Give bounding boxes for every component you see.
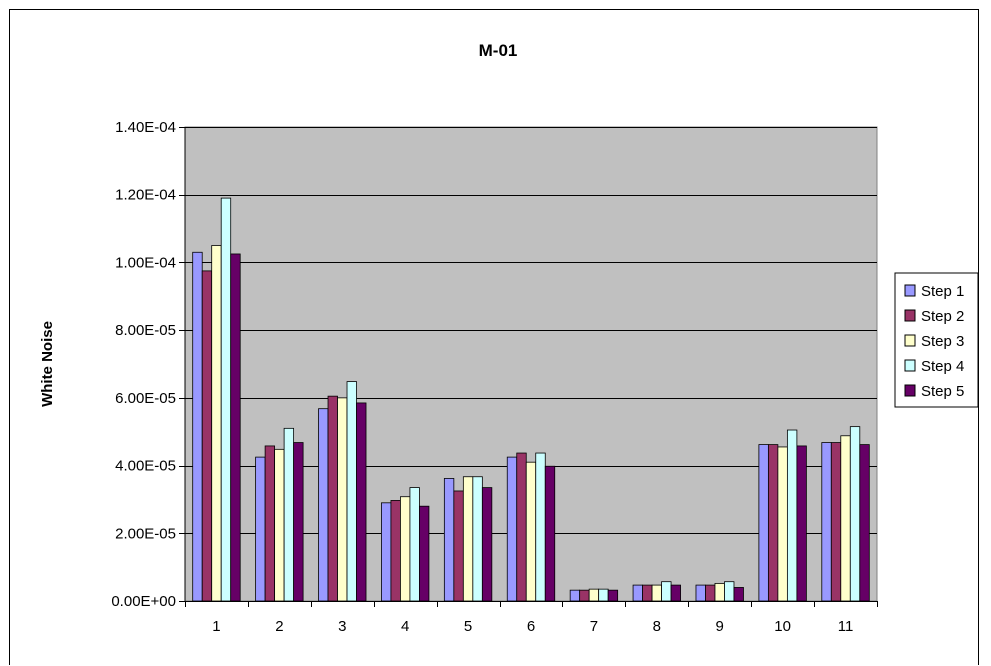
bar [327,395,338,602]
x-tick-label: 2 [275,618,283,635]
bar [230,253,241,602]
bar [830,442,842,602]
y-tick-label: 1.00E-04 [115,254,176,271]
bar [579,589,590,602]
x-tick-label: 10 [774,618,791,635]
bar [661,581,672,602]
bar [516,452,527,602]
x-tick-label: 6 [527,618,535,635]
bar [724,581,735,602]
bar [419,505,430,602]
bar [274,448,285,602]
bar [381,502,392,602]
x-tick-label: 3 [338,618,346,635]
y-tick-label: 2.00E-05 [115,525,176,542]
y-axis-label: White Noise [39,321,56,407]
y-tick-label: 0.00E+00 [111,593,176,610]
legend-swatch [904,384,916,397]
bar [220,197,232,602]
bar [443,478,455,602]
legend-label: Step 4 [921,358,964,375]
bar [400,496,411,602]
legend-label: Step 5 [921,383,964,400]
bar [544,465,556,602]
x-tick-label: 1 [212,618,220,635]
bar [695,584,706,602]
y-tick-labels: 0.00E+00 2.00E-05 4.00E-05 6.00E-05 8.00E-05… [111,119,176,610]
bar [849,426,861,602]
bar [318,408,329,602]
y-tick-label: 4.00E-05 [115,458,176,475]
x-tick-label: 11 [838,618,854,635]
bar [192,251,203,602]
chart-area: M-01 0.00E+00 2.00E-05 4.00E-05 6.00E-05 8.0… [9,9,979,665]
x-tick-label: 9 [716,618,724,635]
legend-swatch [904,334,916,347]
y-tick-label: 1.40E-04 [115,119,176,136]
bar [670,584,681,602]
bar [598,588,609,602]
bar [481,487,493,602]
bar [293,442,304,602]
bar [201,270,213,602]
bar [506,456,518,602]
legend-swatch [904,309,916,322]
bar [642,584,653,602]
legend-label: Step 1 [921,283,964,300]
bar [821,442,832,602]
bar [777,446,788,602]
x-tick-label: 4 [401,618,409,635]
bar [859,444,870,602]
x-tick-labels: 1 2 3 4 5 6 7 8 9 10 11 [212,618,853,635]
legend-swatch [904,284,916,297]
bar [786,429,798,602]
bar [255,456,266,602]
y-tick-label: 8.00E-05 [115,322,176,339]
x-tick-label: 7 [590,618,598,635]
y-tick-label: 6.00E-05 [115,390,176,407]
x-tick-label: 5 [464,618,472,635]
chart-svg: M-01 0.00E+00 2.00E-05 4.00E-05 6.00E-05 8.0… [39,41,979,635]
bar [733,587,744,602]
legend-label: Step 2 [921,308,964,325]
bar [264,445,276,602]
bar [840,435,851,602]
bar [346,381,357,602]
bar [632,584,643,602]
legend-label: Step 3 [921,333,964,350]
bar [525,461,537,602]
bar [337,397,348,602]
bar [705,584,716,602]
y-tick-label: 1.20E-04 [115,187,176,204]
x-tick-label: 8 [653,618,661,635]
bar [569,589,581,602]
bar [758,444,769,602]
legend: Step 1 Step 2 Step 3 Step 4 Step 5 [894,272,979,408]
bar [390,500,401,602]
bar [462,476,474,602]
bar [283,427,295,602]
bar [588,588,600,602]
legend-swatch [904,359,916,372]
bar [607,589,619,602]
bar [472,476,483,602]
bar [453,490,464,602]
bar [651,584,662,602]
chart-title: M-01 [479,41,518,60]
bar [356,402,367,602]
bar [767,444,779,602]
bar [535,452,546,602]
bar [796,445,807,602]
axes [179,127,878,607]
bar [211,245,222,602]
bar [714,582,725,602]
bar [409,487,420,602]
